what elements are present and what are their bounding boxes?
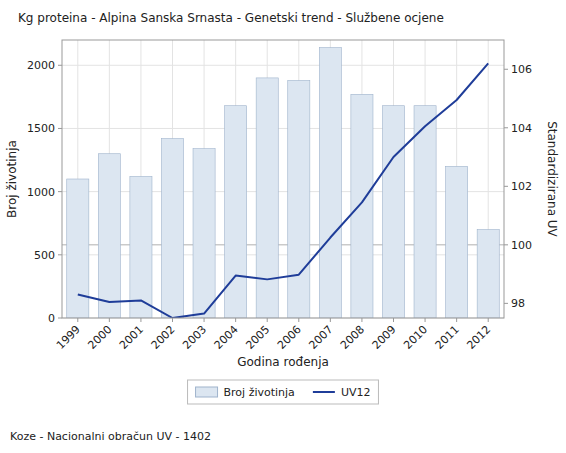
tick [77, 318, 78, 322]
tick-label: 2010 [401, 323, 430, 352]
legend-swatch [196, 387, 218, 397]
y2-axis: 98 100 102 104 106 [504, 63, 532, 310]
line [78, 63, 488, 318]
tick [58, 191, 62, 192]
tick-label: 2004 [212, 323, 241, 352]
tick-label: 1500 [27, 122, 55, 135]
tick-label: 2000 [85, 323, 114, 352]
tick [58, 65, 62, 66]
tick-label: 1999 [54, 323, 83, 352]
x-axis-label: Godina rođenja [237, 355, 329, 369]
bar [414, 106, 436, 318]
legend-swatch [313, 391, 335, 393]
bar [288, 80, 310, 318]
tick-label: 2002 [149, 323, 178, 352]
plot-area [67, 48, 500, 318]
tick-label: 106 [511, 63, 532, 76]
tick [58, 254, 62, 255]
grid [62, 40, 504, 318]
bar [477, 230, 499, 318]
tick [393, 318, 394, 322]
tick [235, 318, 236, 322]
tick [504, 69, 508, 70]
tick [504, 244, 508, 245]
tick-label: 2000 [27, 59, 55, 72]
tick-label: 2008 [338, 323, 367, 352]
tick-label: 2001 [117, 323, 146, 352]
tick-label: 2009 [370, 323, 399, 352]
y-axis: 0 500 1000 1500 2000 [27, 59, 62, 325]
bar [256, 78, 278, 318]
bar [161, 139, 183, 318]
tick-label: 1000 [27, 186, 55, 199]
grid-line [62, 65, 504, 66]
legend-items: Broj životinja UV12 [196, 386, 371, 399]
bar [382, 106, 404, 318]
bar [193, 149, 215, 318]
tick [58, 318, 62, 319]
tick-label: 2012 [464, 323, 493, 352]
tick [172, 318, 173, 322]
tick-label: 2007 [306, 323, 335, 352]
grid-line [62, 254, 504, 255]
tick [488, 318, 489, 322]
tick-label: 2006 [275, 323, 304, 352]
tick-label: 104 [511, 122, 532, 135]
y2-axis-label: Standardizirana UV [545, 121, 559, 237]
bar [98, 154, 120, 318]
legend: Broj životinja UV12 [188, 380, 379, 404]
footer: Koze - Nacionalni obračun UV - 1402 [10, 430, 211, 443]
tick [58, 128, 62, 129]
tick [456, 318, 457, 322]
bar [130, 176, 152, 318]
plot-frame [62, 40, 504, 318]
tick [425, 318, 426, 322]
reference-line [62, 244, 504, 245]
tick [267, 318, 268, 322]
tick [298, 318, 299, 322]
title: Kg proteina - Alpina Sanska Srnasta - Ge… [18, 11, 444, 25]
tick-label: 98 [511, 297, 525, 310]
tick [504, 127, 508, 128]
bar [446, 166, 468, 318]
legend-label: Broj životinja [224, 386, 295, 399]
tick [330, 318, 331, 322]
tick-label: 500 [34, 249, 55, 262]
tick [109, 318, 110, 322]
grid-line [62, 128, 504, 129]
tick-label: 2005 [243, 323, 272, 352]
tick-label: 102 [511, 180, 532, 193]
tick-label: 100 [511, 239, 532, 252]
grid-line [62, 191, 504, 192]
legend-frame [188, 380, 379, 404]
tick-label: 2011 [433, 323, 462, 352]
tick-label: 0 [48, 312, 55, 325]
tick-label: 2003 [180, 323, 209, 352]
legend-label: UV12 [341, 386, 371, 399]
y-axis-label: Broj životinja [5, 140, 19, 218]
tick [504, 186, 508, 187]
tick [361, 318, 362, 322]
tick [140, 318, 141, 322]
bar [351, 94, 373, 318]
x-axis: 1999200020012002200320042005200620072008… [54, 318, 493, 352]
bar [319, 48, 341, 318]
chart: Kg proteina - Alpina Sanska Srnasta - Ge… [0, 0, 566, 453]
tick [504, 303, 508, 304]
tick [204, 318, 205, 322]
